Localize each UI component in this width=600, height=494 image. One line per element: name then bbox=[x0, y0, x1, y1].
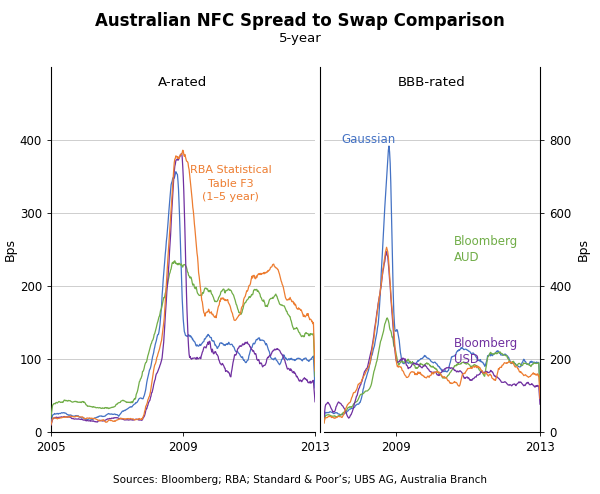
Text: Australian NFC Spread to Swap Comparison: Australian NFC Spread to Swap Comparison bbox=[95, 12, 505, 30]
Y-axis label: Bps: Bps bbox=[4, 238, 17, 261]
Text: BBB-rated: BBB-rated bbox=[398, 76, 466, 89]
Y-axis label: Bps: Bps bbox=[577, 238, 590, 261]
Text: Bloomberg
USD: Bloomberg USD bbox=[454, 337, 518, 367]
Text: RBA Statistical
Table F3
(1–5 year): RBA Statistical Table F3 (1–5 year) bbox=[190, 165, 271, 202]
Text: Sources: Bloomberg; RBA; Standard & Poor’s; UBS AG, Australia Branch: Sources: Bloomberg; RBA; Standard & Poor… bbox=[113, 475, 487, 485]
Text: 5-year: 5-year bbox=[278, 32, 322, 45]
Text: A-rated: A-rated bbox=[158, 76, 208, 89]
Text: Gaussian: Gaussian bbox=[341, 133, 395, 146]
Text: Bloomberg
AUD: Bloomberg AUD bbox=[454, 235, 518, 264]
